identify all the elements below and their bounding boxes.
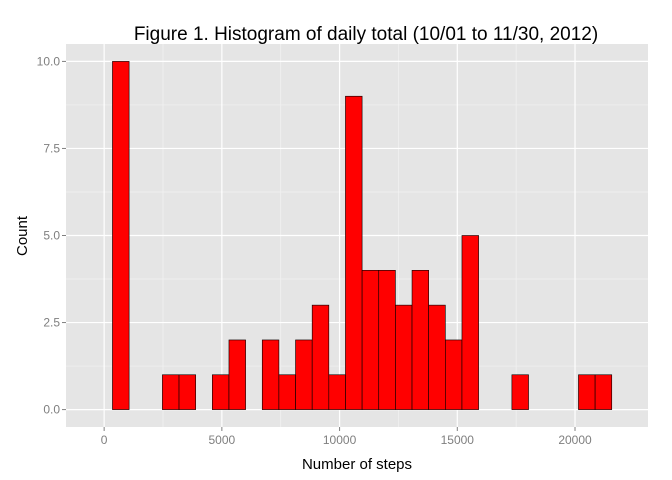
y-tick-label: 7.5 (43, 141, 60, 155)
y-tick-label: 0.0 (43, 403, 60, 417)
histogram-bar (361, 270, 380, 410)
histogram-bar (212, 374, 230, 410)
histogram-bar (378, 270, 396, 410)
y-axis-ticks: 0.0 2.5 5.0 7.5 10.0 (37, 54, 66, 417)
x-tick-label: 20000 (558, 433, 592, 447)
histogram-bar (594, 374, 613, 410)
histogram-bar (295, 339, 313, 410)
histogram-bar (395, 304, 413, 410)
x-tick-label: 0 (101, 433, 108, 447)
histogram-bar (461, 235, 479, 410)
y-tick-label: 5.0 (43, 229, 60, 243)
histogram-bar (578, 374, 596, 410)
x-tick-label: 5000 (209, 433, 236, 447)
histogram-bar (278, 374, 296, 410)
histogram-bar (328, 374, 346, 410)
histogram-bar (511, 374, 529, 410)
histogram-bar (162, 374, 180, 410)
y-tick-label: 2.5 (43, 316, 60, 330)
y-tick-label: 10.0 (37, 54, 61, 68)
chart-title: Figure 1. Histogram of daily total (10/0… (134, 24, 598, 45)
histogram-bar (228, 339, 246, 410)
histogram-bar (261, 339, 280, 410)
histogram-bar (311, 304, 330, 410)
x-tick-label: 15000 (441, 433, 475, 447)
x-tick-label: 10000 (323, 433, 357, 447)
x-axis-title: Number of steps (302, 456, 412, 473)
y-axis-title: Count (14, 215, 31, 256)
x-axis-ticks: 0 5000 10000 15000 20000 (101, 427, 592, 447)
histogram-bar (411, 270, 429, 410)
histogram-bar (112, 61, 130, 410)
histogram-bar (178, 374, 196, 410)
histogram-bars (112, 61, 613, 410)
histogram-bar (445, 339, 463, 410)
histogram-bar (428, 304, 446, 410)
histogram-bar (345, 95, 363, 410)
